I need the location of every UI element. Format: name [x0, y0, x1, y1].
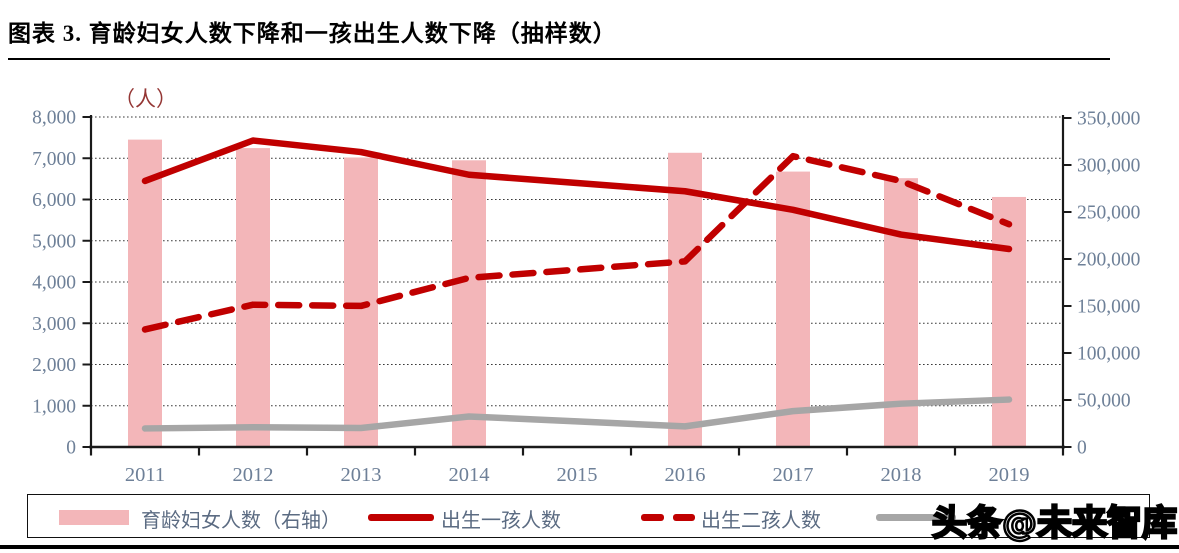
- left-axis-unit-label: （人）: [114, 87, 177, 111]
- x-axis-tick-label: 2019: [989, 464, 1030, 486]
- bar-2014: [452, 160, 486, 448]
- right-axis-tick-label: 350,000: [1077, 109, 1140, 130]
- left-axis-tick-label: 0: [66, 438, 76, 459]
- right-axis-tick-label: 150,000: [1077, 297, 1140, 318]
- x-axis-tick-label: 2018: [881, 464, 922, 486]
- chart-legend: 育龄妇女人数（右轴） 出生一孩人数 出生二孩人数: [27, 494, 1150, 538]
- legend-label-bar: 育龄妇女人数（右轴）: [141, 510, 341, 532]
- left-axis-tick-label: 5,000: [32, 231, 76, 252]
- x-axis-tick-label: 2013: [341, 464, 382, 486]
- bar-2016: [668, 152, 702, 447]
- series-line-second-child: [141, 152, 1013, 333]
- legend-swatch-dashed-line: [641, 514, 664, 521]
- left-axis-tick-label: 4,000: [32, 273, 76, 294]
- watermark: 头条@未来智库: [931, 503, 1179, 546]
- right-axis-tick-label: 200,000: [1077, 250, 1140, 271]
- bar-2012: [236, 148, 270, 447]
- title-underline-rule: [8, 58, 1110, 61]
- left-axis-tick-label: 2,000: [32, 355, 76, 376]
- right-axis-tick-label: 100,000: [1077, 344, 1140, 365]
- x-axis-tick-label: 2017: [773, 464, 814, 486]
- left-axis-tick-label: 8,000: [32, 108, 76, 129]
- figure-title: 图表 3. 育龄妇女人数下降和一孩出生人数下降（抽样数）: [8, 21, 617, 46]
- right-axis-tick-label: 300,000: [1077, 156, 1140, 177]
- bar-2019: [992, 196, 1026, 447]
- legend-swatch-solid-line: [368, 514, 434, 521]
- x-axis-tick-label: 2012: [233, 464, 274, 486]
- bar-2013: [344, 157, 378, 448]
- x-axis-tick-label: 2011: [125, 464, 165, 486]
- x-axis-tick-label: 2015: [557, 464, 598, 486]
- left-axis-tick-label: 1,000: [32, 396, 76, 417]
- x-axis-tick-label: 2016: [665, 464, 706, 486]
- right-axis-tick-label: 250,000: [1077, 203, 1140, 224]
- left-axis-tick-label: 3,000: [32, 314, 76, 335]
- right-axis-tick-label: 0: [1077, 438, 1087, 459]
- bar-2017: [776, 171, 810, 447]
- bar-2011: [128, 139, 162, 447]
- legend-label-solid-line: 出生一孩人数: [441, 510, 561, 532]
- x-axis-tick-label: 2014: [449, 464, 490, 486]
- left-axis-tick-label: 6,000: [32, 190, 76, 211]
- legend-swatch-gray-line: [876, 514, 956, 521]
- series-line-first-child: [141, 137, 1013, 253]
- legend-label-dashed-line: 出生二孩人数: [701, 510, 821, 532]
- series-line-gray: [141, 396, 1013, 432]
- left-axis-tick-label: 7,000: [32, 149, 76, 170]
- legend-swatch-bar: [59, 510, 129, 525]
- legend-swatch-dashed-line: [673, 514, 695, 521]
- bottom-rule: [0, 545, 1179, 549]
- right-axis-tick-label: 50,000: [1077, 391, 1131, 412]
